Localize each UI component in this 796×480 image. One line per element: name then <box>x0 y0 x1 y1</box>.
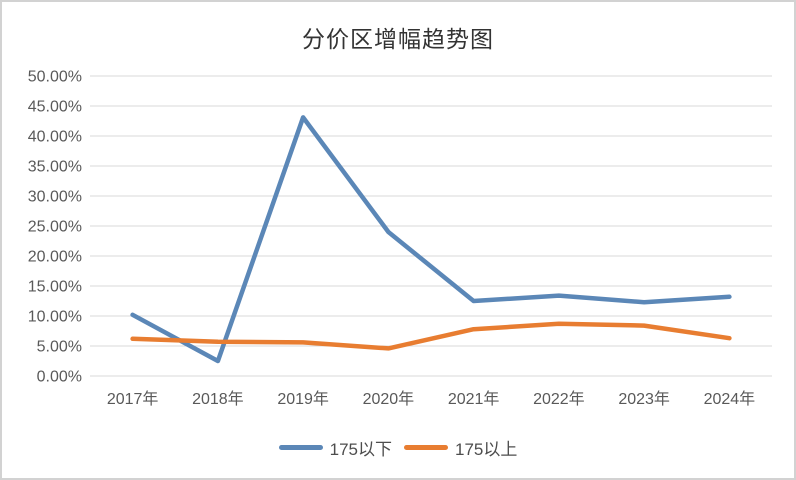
x-axis-tick-label: 2018年 <box>192 390 244 408</box>
y-axis-tick-label: 40.00% <box>28 129 82 146</box>
y-axis-tick-label: 25.00% <box>28 219 82 236</box>
chart-legend: 175以下 175以上 <box>2 435 794 460</box>
y-axis-tick-label: 50.00% <box>28 69 82 86</box>
legend-item-175-below[interactable]: 175以下 <box>278 435 392 460</box>
legend-line-swatch-icon <box>278 445 323 450</box>
x-axis-tick-label: 2021年 <box>448 390 500 408</box>
series-line-175以上 <box>130 321 732 351</box>
chart-title: 分价区增幅趋势图 <box>302 26 494 52</box>
y-axis-tick-label: 30.00% <box>28 189 82 206</box>
legend-item-175-above[interactable]: 175以上 <box>404 435 517 460</box>
legend-label-175-above: 175以上 <box>455 440 518 459</box>
y-axis-tick-label: 5.00% <box>37 339 82 356</box>
y-axis-tick-label: 0.00% <box>37 369 82 386</box>
x-axis-tick-label: 2019年 <box>277 390 329 408</box>
y-axis-tick-label: 10.00% <box>28 309 82 326</box>
y-axis-tick-label: 35.00% <box>28 159 82 176</box>
y-axis-tick-label: 45.00% <box>28 99 82 116</box>
x-axis-tick-label: 2017年 <box>107 390 159 408</box>
x-axis-tick-label: 2023年 <box>618 390 670 408</box>
legend-line-swatch-icon <box>404 445 448 450</box>
x-axis-tick-label: 2022年 <box>533 390 585 408</box>
y-axis-tick-label: 15.00% <box>28 279 82 296</box>
x-axis-tick-label: 2024年 <box>704 390 756 408</box>
legend-label-175-below: 175以下 <box>329 440 392 459</box>
series-line-175以下 <box>130 115 732 364</box>
y-axis-tick-label: 20.00% <box>28 249 82 266</box>
x-axis-tick-label: 2020年 <box>363 390 415 408</box>
